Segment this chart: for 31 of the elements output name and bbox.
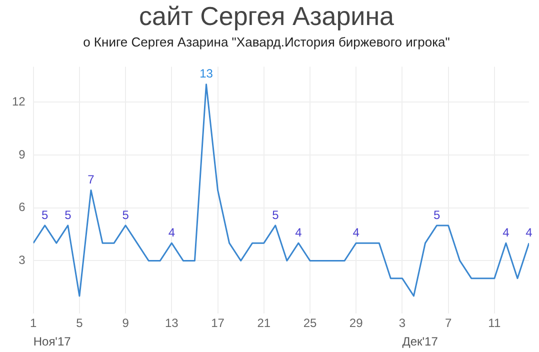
text: Дек'17 [402,334,438,348]
data-label: 5 [42,208,49,222]
data-label: 13 [200,66,214,81]
y-tick-label: 12 [12,94,26,108]
x-tick-label: 5 [76,316,84,330]
data-label: 5 [272,208,280,222]
x-tick-label: 3 [398,316,406,330]
data-label: 4 [352,225,360,240]
data-label: 5 [433,208,440,222]
x-tick-label: 1 [30,316,38,330]
data-label: 7 [88,172,95,187]
text: Ноя'17 [33,334,72,348]
chart-subtitle: о Книге Сергея Азарина "Хавард.История биржевого игрока" [83,34,450,50]
x-tick-label: 17 [211,316,225,330]
y-tick-label: 3 [18,253,26,268]
data-label: 4 [168,225,176,240]
chart-title: сайт Сергея Азарина [138,0,395,31]
y-tick-label: 9 [18,147,26,162]
data-label: 5 [64,208,72,222]
x-tick-label: 29 [349,316,364,330]
x-tick-label: 11 [488,316,501,330]
x-tick-label: 13 [164,316,179,330]
x-tick-label: 9 [122,316,130,330]
x-tick-label: 25 [303,316,317,330]
data-label: 4 [295,225,302,240]
x-tick-label: 7 [444,316,452,330]
data-label: 4 [526,225,533,240]
x-tick-label: 21 [257,316,271,330]
y-tick-label: 6 [18,200,26,214]
data-label: 5 [122,208,130,222]
data-label: 4 [502,225,510,240]
